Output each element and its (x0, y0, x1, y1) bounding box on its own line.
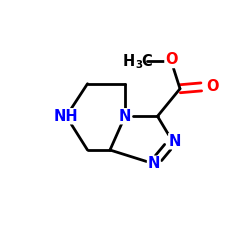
Text: O: O (165, 52, 177, 68)
Text: N: N (119, 109, 131, 124)
Text: H: H (123, 54, 135, 69)
Text: O: O (206, 79, 219, 94)
Text: N: N (148, 156, 160, 171)
Text: NH: NH (54, 109, 78, 124)
Text: N: N (169, 134, 181, 149)
Text: 3: 3 (136, 60, 142, 70)
Text: C: C (141, 54, 152, 69)
